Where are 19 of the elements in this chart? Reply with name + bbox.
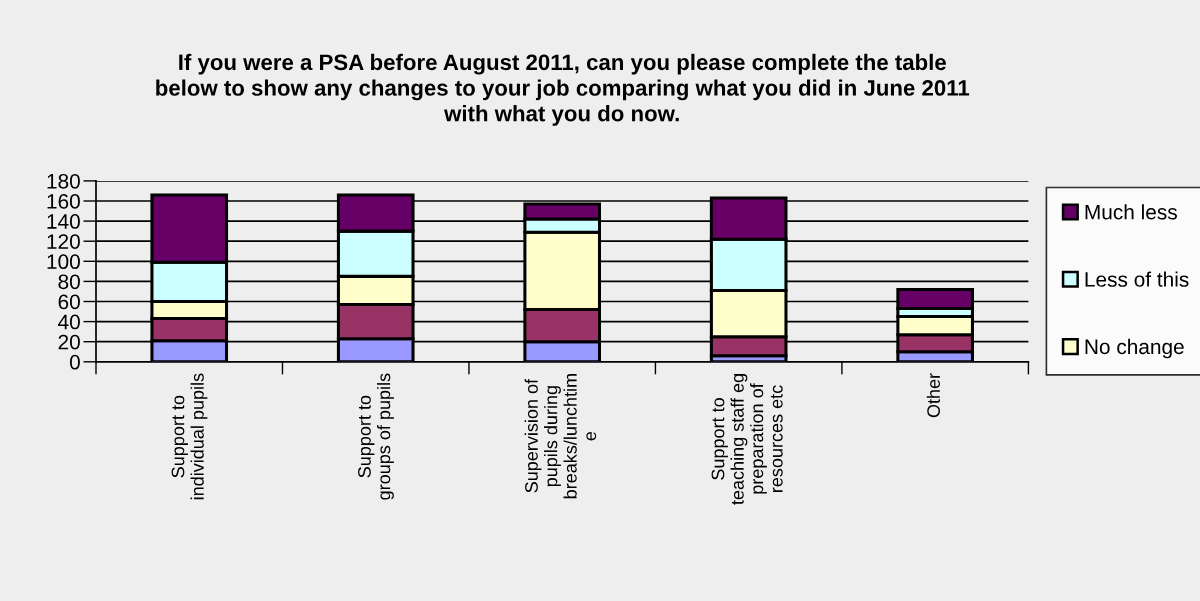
legend-label: Much less <box>1085 204 1177 220</box>
y-tick-label: 20 <box>58 334 80 350</box>
y-tick-label: 120 <box>47 234 80 249</box>
y-tick-label: 0 <box>69 354 80 370</box>
y-tick-label: 100 <box>47 254 80 270</box>
x-tick-label: Other <box>926 373 941 418</box>
legend-label: No change <box>1085 338 1184 359</box>
x-tick-label: Support to teaching staff eg preparation of resources etc <box>711 374 783 505</box>
legend-label: Less of this <box>1085 271 1189 287</box>
chart-title: If you were a PSA before August 2011, can you please complete the table below to show any changes to your job comparing what you did in June 2011 with what you do now. <box>156 53 970 126</box>
x-tick-label: Supervision of pupils during breaks/lunchtim e <box>524 374 597 499</box>
y-tick-label: 60 <box>58 294 80 310</box>
y-tick-label: 180 <box>47 173 80 189</box>
y-tick-label: 160 <box>47 194 80 209</box>
y-tick-label: 140 <box>47 214 80 229</box>
x-tick-label: Support to groups of pupils <box>358 373 394 500</box>
y-tick-label: 40 <box>58 314 80 330</box>
x-tick-label: Support to individual pupils <box>171 373 208 500</box>
y-tick-label: 80 <box>58 274 80 290</box>
